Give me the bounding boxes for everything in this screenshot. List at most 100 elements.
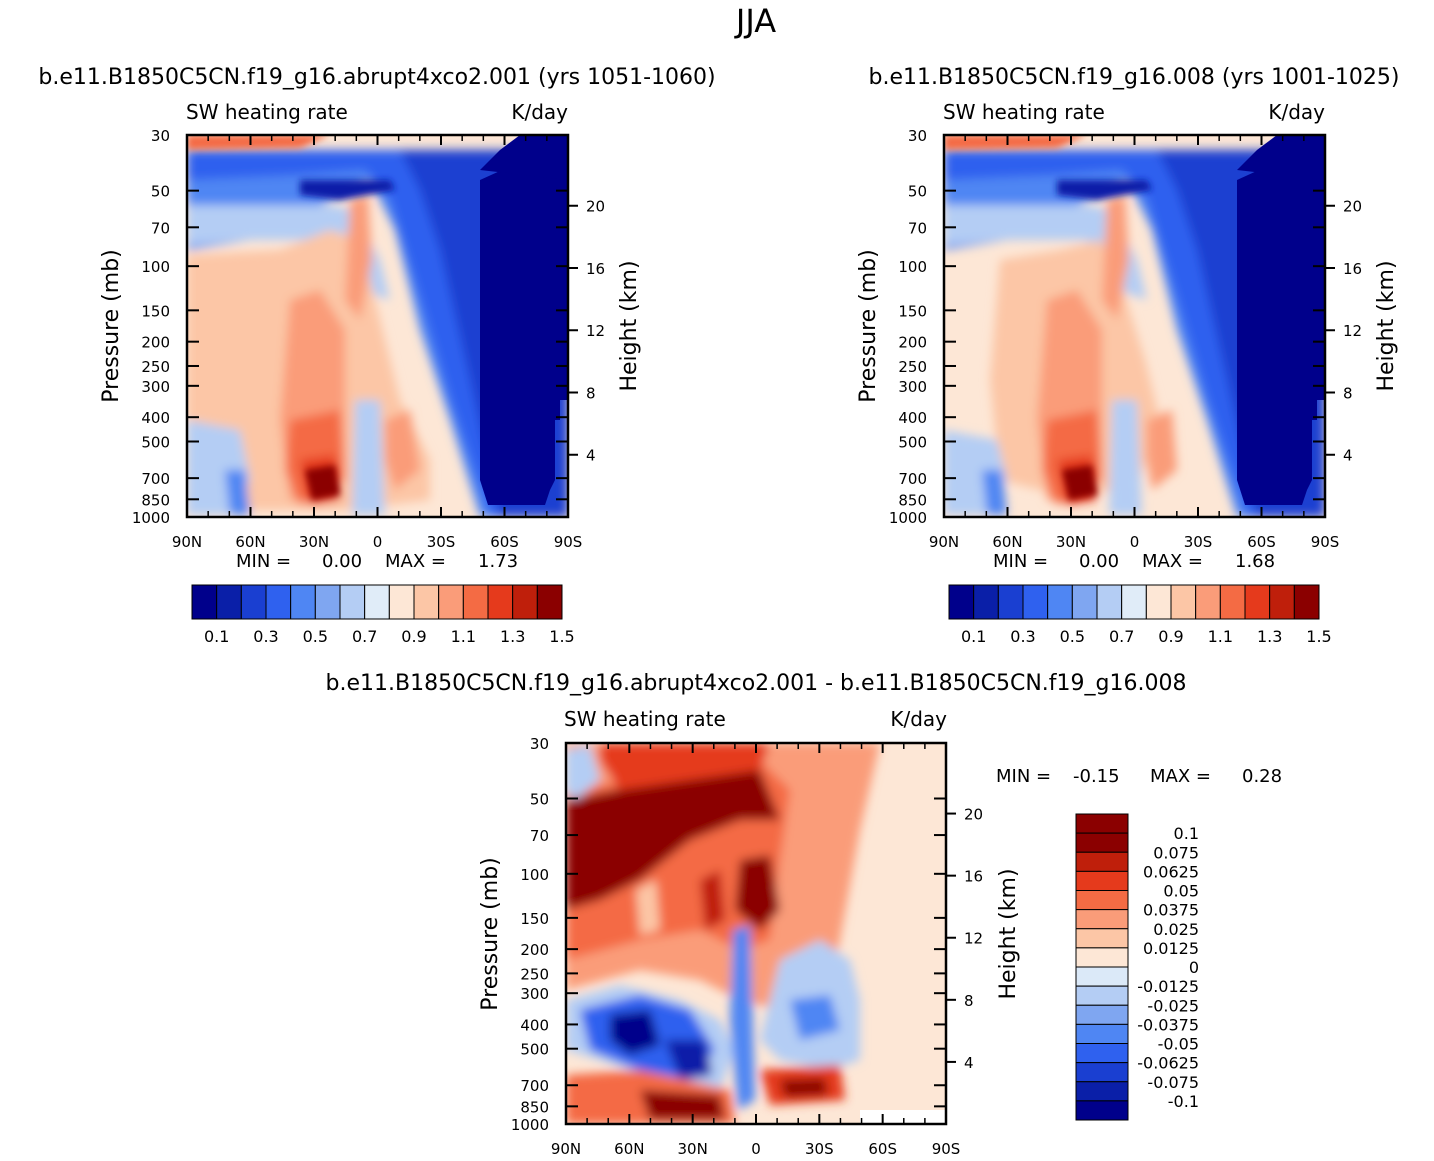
colorbar-box [1269, 584, 1295, 620]
colorbar-label: 0.7 [1109, 627, 1134, 646]
y-tick-label: 150 [520, 910, 549, 928]
colorbar-label: 0.5 [1060, 627, 1085, 646]
y-tick-label: 50 [530, 791, 549, 809]
min-label: MIN = [236, 551, 291, 572]
colorbar-label: 1.3 [1257, 627, 1282, 646]
min-label: MIN = [996, 766, 1051, 787]
y-tick-label: 250 [520, 965, 549, 983]
y-tick-right-label: 12 [586, 322, 605, 340]
y-tick-label: 700 [520, 1077, 549, 1095]
y-tick-label: 400 [520, 1016, 549, 1034]
y-tick-right-label: 12 [964, 930, 983, 948]
colorbar-box [1075, 1043, 1129, 1064]
colorbar-label: -0.075 [1147, 1073, 1199, 1092]
colorbar-box [290, 584, 316, 620]
panel-difference: b.e11.B1850C5CN.f19_g16.abrupt4xco2.001 … [326, 671, 1283, 1158]
y-axis-label-right: Height (km) [996, 868, 1021, 999]
min-value: 0.00 [1079, 551, 1119, 572]
colorbar-label: 0.9 [401, 627, 426, 646]
colorbar-box [388, 584, 415, 620]
colorbar-label: -0.1 [1168, 1092, 1199, 1111]
colorbar-box [1170, 584, 1197, 620]
colorbar-label: -0.0125 [1137, 977, 1199, 996]
y-axis-label: Pressure (mb) [99, 249, 124, 403]
y-tick-label: 70 [151, 219, 170, 237]
colorbar-box [512, 584, 538, 620]
colorbar-label: 1.3 [500, 627, 525, 646]
max-label: MAX = [1150, 766, 1211, 787]
y-axis-label-right: Height (km) [1374, 260, 1399, 391]
colorbar-box [1244, 584, 1271, 620]
colorbar-box [1219, 584, 1246, 620]
colorbar-box [536, 584, 563, 620]
colorbar-label: 0.1 [204, 627, 229, 646]
colorbar-box [1075, 890, 1129, 911]
colorbar-box [1075, 985, 1129, 1006]
colorbar-label: 1.5 [549, 627, 574, 646]
colorbar-label: 0.0375 [1143, 901, 1199, 920]
colorbar-box [1293, 584, 1320, 620]
colorbar-label: -0.05 [1158, 1035, 1199, 1054]
panel-title: b.e11.B1850C5CN.f19_g16.008 (yrs 1001-10… [868, 65, 1399, 90]
colorbar-label: 1.1 [1208, 627, 1233, 646]
y-tick-label: 700 [141, 470, 170, 488]
y-tick-label: 30 [908, 127, 927, 145]
max-value: 1.68 [1235, 551, 1275, 572]
colorbar-box [1075, 1004, 1129, 1025]
colorbar-label: 0.3 [253, 627, 278, 646]
panel-title: b.e11.B1850C5CN.f19_g16.abrupt4xco2.001 … [326, 671, 1187, 696]
contour-field [566, 743, 946, 1124]
colorbar-label: 0.9 [1158, 627, 1183, 646]
figure-title: JJA [734, 2, 776, 40]
colorbar-box [1096, 584, 1123, 620]
y-tick-right-label: 4 [586, 447, 596, 465]
colorbar-label: -0.025 [1147, 996, 1199, 1015]
min-value: 0.00 [322, 551, 362, 572]
colorbar-box [462, 584, 489, 620]
y-tick-label: 400 [898, 409, 927, 427]
y-tick-label: 1000 [511, 1116, 549, 1134]
x-tick-label: 90S [932, 1140, 961, 1158]
contour-field [187, 135, 568, 517]
colorbar-label: -0.0625 [1137, 1054, 1199, 1073]
colorbar-box [1075, 928, 1129, 949]
field-label: SW heating rate [564, 707, 726, 731]
y-tick-label: 250 [898, 358, 927, 376]
x-tick-label: 30S [1184, 533, 1213, 551]
colorbar-box [339, 584, 366, 620]
y-tick-label: 50 [908, 183, 927, 201]
y-tick-label: 200 [141, 334, 170, 352]
y-tick-label: 850 [898, 491, 927, 509]
x-tick-label: 60S [490, 533, 519, 551]
y-tick-label: 150 [898, 302, 927, 320]
x-tick-label: 30N [299, 533, 329, 551]
y-axis-label: Pressure (mb) [856, 249, 881, 403]
colorbar-box [1075, 870, 1129, 891]
colorbar-label: 0.1 [961, 627, 986, 646]
colorbar-label: 0 [1189, 958, 1199, 977]
colorbar-box [240, 584, 267, 620]
x-tick-label: 60S [868, 1140, 897, 1158]
y-tick-label: 700 [898, 470, 927, 488]
colorbar-label: 0.0625 [1143, 862, 1199, 881]
y-tick-label: 70 [530, 827, 549, 845]
x-tick-label: 90S [1311, 533, 1340, 551]
y-axis-label: Pressure (mb) [478, 857, 503, 1011]
min-value: -0.15 [1073, 766, 1120, 787]
colorbar-box [487, 584, 514, 620]
y-tick-right-label: 4 [1343, 447, 1353, 465]
y-tick-label: 1000 [889, 509, 927, 527]
x-tick-label: 60N [992, 533, 1022, 551]
field-label: SW heating rate [943, 100, 1105, 124]
y-tick-label: 500 [141, 433, 170, 451]
colorbar-label: 0.5 [303, 627, 328, 646]
x-tick-label: 30S [427, 533, 456, 551]
y-tick-label: 500 [898, 433, 927, 451]
colorbar-box [1075, 909, 1129, 930]
y-tick-label: 30 [151, 127, 170, 145]
colorbar-label: 0.075 [1153, 843, 1199, 862]
panel-abrupt4xco2: b.e11.B1850C5CN.f19_g16.abrupt4xco2.001 … [38, 65, 715, 646]
colorbar-box [265, 584, 292, 620]
y-tick-label: 100 [520, 866, 549, 884]
x-tick-label: 90N [551, 1140, 581, 1158]
